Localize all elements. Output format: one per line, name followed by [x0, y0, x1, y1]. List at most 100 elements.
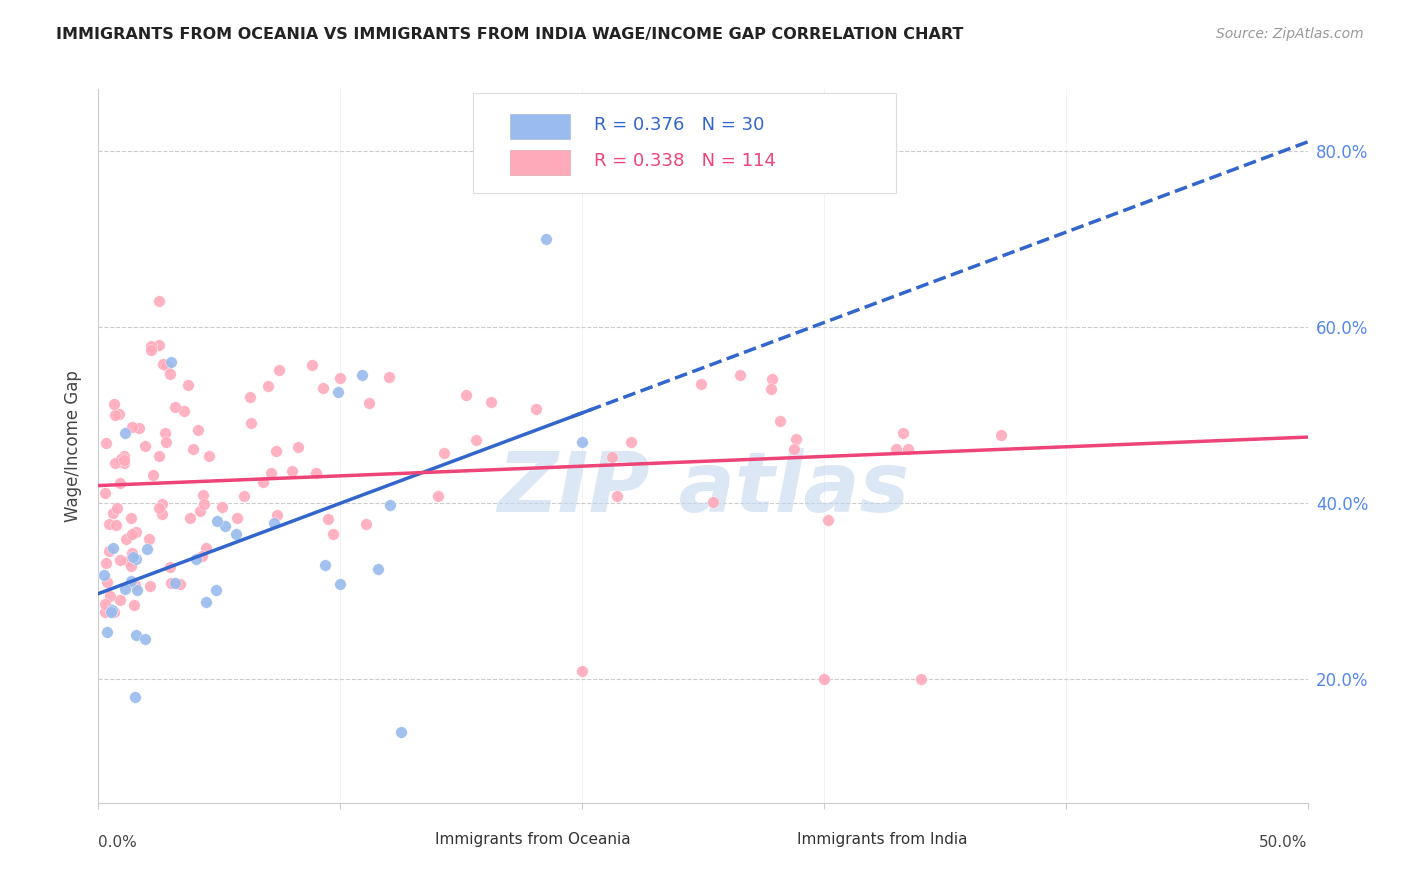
Point — [479, 395, 502, 409]
Point — [103, 397, 125, 411]
Point — [124, 524, 146, 539]
Point — [260, 466, 283, 480]
Point — [101, 603, 124, 617]
Point — [702, 495, 724, 509]
Point — [150, 508, 173, 522]
Point — [110, 452, 132, 467]
Point — [194, 541, 217, 555]
Point — [326, 384, 349, 399]
Point — [571, 664, 593, 678]
Point — [115, 532, 138, 546]
Point — [205, 514, 228, 528]
Point — [148, 293, 170, 308]
Point — [125, 582, 148, 597]
Point — [136, 542, 159, 557]
Point — [104, 408, 127, 422]
Point — [239, 390, 262, 404]
Point — [152, 357, 174, 371]
Point — [108, 553, 131, 567]
Point — [153, 425, 176, 440]
Point — [138, 533, 160, 547]
Point — [94, 486, 117, 500]
Point — [240, 416, 263, 430]
Point — [432, 446, 454, 460]
Point — [389, 725, 412, 739]
Point — [105, 501, 128, 516]
Point — [160, 575, 183, 590]
Point — [316, 511, 339, 525]
Point — [117, 554, 139, 568]
Point — [160, 355, 183, 369]
Point — [103, 605, 125, 619]
Point — [163, 576, 186, 591]
Point — [114, 582, 136, 596]
Point — [761, 371, 783, 385]
Point — [96, 575, 118, 590]
Point — [350, 368, 373, 383]
Point — [163, 400, 186, 414]
FancyBboxPatch shape — [509, 150, 569, 175]
Text: 50.0%: 50.0% — [1260, 835, 1308, 850]
Point — [108, 593, 131, 607]
Text: R = 0.376   N = 30: R = 0.376 N = 30 — [595, 116, 765, 134]
Point — [785, 433, 807, 447]
Point — [142, 468, 165, 483]
Point — [301, 358, 323, 372]
Point — [121, 546, 143, 560]
Point — [112, 457, 135, 471]
Point — [534, 232, 557, 246]
Point — [817, 513, 839, 527]
Point — [120, 559, 142, 574]
Point — [256, 378, 278, 392]
Point — [225, 511, 247, 525]
Point — [191, 549, 214, 564]
Point — [155, 435, 177, 450]
Point — [110, 476, 132, 491]
Point — [728, 368, 751, 383]
Point — [120, 511, 142, 525]
Point — [910, 673, 932, 687]
Point — [897, 442, 920, 456]
Point — [125, 628, 148, 642]
Point — [884, 442, 907, 457]
Point — [190, 504, 212, 518]
Point — [94, 557, 117, 571]
Point — [359, 396, 381, 410]
Point — [101, 506, 124, 520]
Point — [159, 368, 181, 382]
Point — [122, 549, 145, 564]
Point — [150, 497, 173, 511]
Point — [281, 465, 304, 479]
Point — [156, 359, 179, 374]
Point — [606, 489, 628, 503]
Point — [367, 562, 389, 576]
Point — [211, 500, 233, 514]
Point — [187, 423, 209, 437]
Point — [93, 597, 115, 611]
Point — [769, 414, 792, 428]
Point — [179, 511, 201, 525]
Point — [305, 466, 328, 480]
Point — [121, 420, 143, 434]
Point — [214, 518, 236, 533]
Point — [225, 526, 247, 541]
Point — [169, 577, 191, 591]
Point — [125, 552, 148, 566]
Point — [269, 363, 291, 377]
Point — [104, 517, 127, 532]
Text: ZIP atlas: ZIP atlas — [496, 449, 910, 529]
Point — [454, 388, 477, 402]
Point — [120, 574, 142, 588]
Point — [141, 343, 163, 357]
Point — [198, 449, 221, 463]
Text: IMMIGRANTS FROM OCEANIA VS IMMIGRANTS FROM INDIA WAGE/INCOME GAP CORRELATION CHA: IMMIGRANTS FROM OCEANIA VS IMMIGRANTS FR… — [56, 27, 963, 42]
Point — [128, 421, 150, 435]
Point — [329, 371, 352, 385]
Point — [205, 583, 228, 598]
Point — [233, 489, 256, 503]
Point — [465, 433, 488, 447]
Point — [124, 690, 146, 704]
Point — [759, 382, 782, 396]
Point — [101, 541, 124, 556]
Point — [329, 577, 352, 591]
